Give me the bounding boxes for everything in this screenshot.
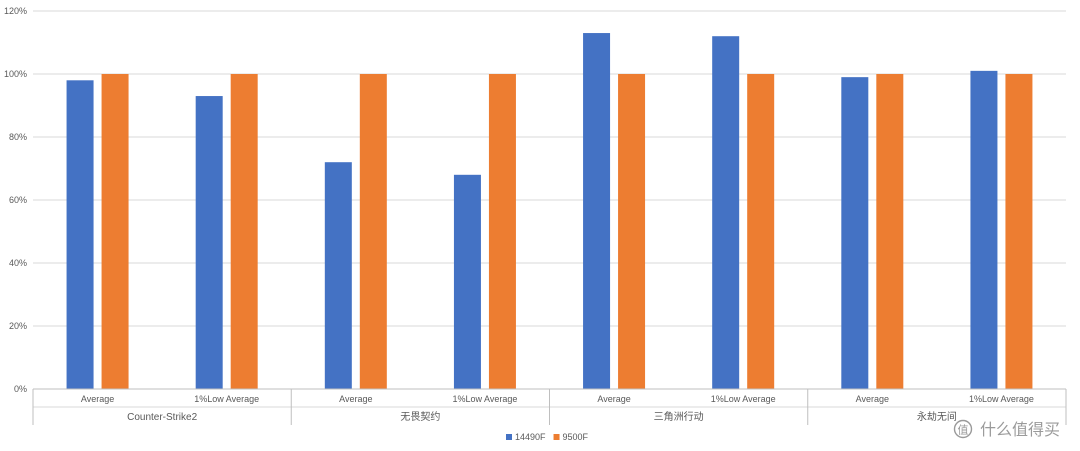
legend-label: 14490F xyxy=(515,432,546,442)
smzdm-logo-icon: 值 xyxy=(953,419,973,439)
bar-9500F xyxy=(876,74,904,389)
y-tick-label: 100% xyxy=(4,69,27,79)
y-tick-label: 80% xyxy=(9,132,27,142)
y-tick-label: 20% xyxy=(9,321,27,331)
gridlines xyxy=(33,10,1066,390)
bar-14490F xyxy=(583,33,611,390)
bar-9500F xyxy=(747,74,775,389)
bar-9500F xyxy=(488,74,516,389)
x-group-label: Counter-Strike2 xyxy=(127,412,197,423)
bar-14490F xyxy=(970,70,998,389)
legend-label: 9500F xyxy=(563,432,589,442)
x-group-label: 永劫无间 xyxy=(917,410,957,423)
y-tick-label: 60% xyxy=(9,195,27,205)
bar-14490F xyxy=(195,96,223,390)
x-category-label: 1%Low Average xyxy=(969,394,1034,404)
y-tick-label: 120% xyxy=(4,6,27,16)
bar-14490F xyxy=(712,36,740,389)
x-group-label: 三角洲行动 xyxy=(654,410,704,423)
x-category-label: 1%Low Average xyxy=(194,394,259,404)
x-category-label: Average xyxy=(856,394,889,404)
watermark-text: 什么值得买 xyxy=(980,421,1060,439)
bar-9500F xyxy=(101,74,129,389)
y-tick-label: 40% xyxy=(9,258,27,268)
bars xyxy=(66,33,1033,390)
x-category-label: Average xyxy=(81,394,114,404)
watermark: 值 什么值得买 xyxy=(953,419,1060,439)
x-category-label: 1%Low Average xyxy=(452,394,517,404)
bar-14490F xyxy=(66,80,94,390)
y-tick-label: 0% xyxy=(14,384,27,394)
legend-swatch-9500F xyxy=(553,434,560,440)
bar-14490F xyxy=(841,77,869,390)
x-axis: Average 1%Low Average Average 1%Low Average… xyxy=(32,388,1067,425)
bar-9500F xyxy=(1005,74,1033,389)
bar-14490F xyxy=(453,174,481,389)
bar-9500F xyxy=(359,74,387,389)
x-category-label: Average xyxy=(339,394,372,404)
bar-14490F xyxy=(324,162,352,389)
bar-9500F xyxy=(618,74,646,389)
x-category-label: 1%Low Average xyxy=(711,394,776,404)
legend-swatch-14490F xyxy=(506,434,512,440)
x-group-label: 无畏契约 xyxy=(400,410,440,423)
x-category-label: Average xyxy=(597,394,630,404)
y-axis-ticks: 0% 20% 40% 60% 80% 100% 120% xyxy=(4,6,27,394)
svg-text:值: 值 xyxy=(958,424,969,437)
bar-9500F xyxy=(230,74,258,389)
legend: 14490F 9500F xyxy=(506,432,589,442)
